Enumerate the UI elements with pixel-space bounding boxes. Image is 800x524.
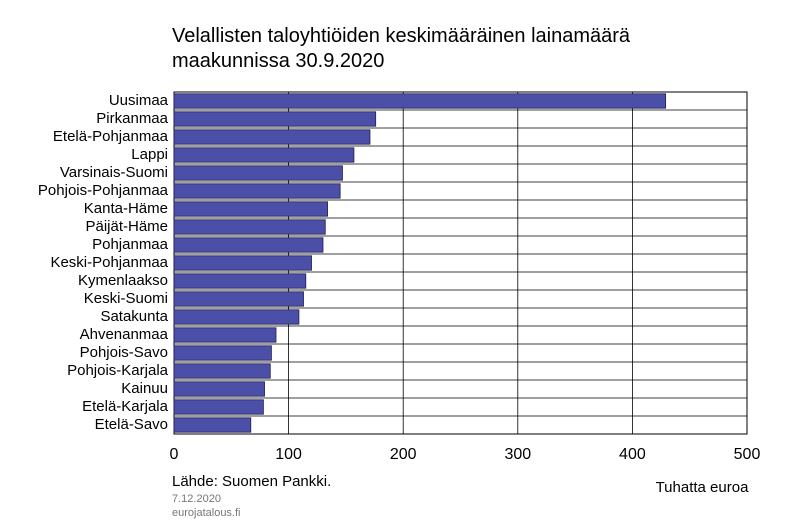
y-tick-label: Etelä-Savo bbox=[95, 416, 168, 433]
y-tick-label: Pohjois-Pohjanmaa bbox=[38, 182, 169, 199]
bar bbox=[173, 165, 343, 181]
site: eurojatalous.fi bbox=[172, 507, 241, 519]
bar bbox=[173, 399, 264, 415]
bar bbox=[173, 381, 265, 397]
bar bbox=[173, 111, 377, 127]
y-tick-label: Kanta-Häme bbox=[84, 200, 168, 217]
bar bbox=[173, 273, 307, 289]
y-tick-label: Pirkanmaa bbox=[96, 110, 168, 127]
y-tick-label: Ahvenanmaa bbox=[80, 326, 169, 343]
y-tick-label: Päijät-Häme bbox=[85, 218, 168, 235]
y-tick-label: Pohjois-Karjala bbox=[67, 362, 169, 379]
x-tick-label: 200 bbox=[390, 446, 417, 463]
bar bbox=[173, 129, 371, 145]
bar bbox=[173, 309, 300, 325]
x-tick-label: 100 bbox=[275, 446, 302, 463]
bar bbox=[173, 363, 271, 379]
date: 7.12.2020 bbox=[172, 493, 221, 505]
bar bbox=[173, 219, 326, 235]
bar bbox=[173, 255, 312, 271]
y-tick-label: Lappi bbox=[131, 146, 168, 163]
y-tick-label: Etelä-Karjala bbox=[82, 398, 169, 415]
y-tick-label: Satakunta bbox=[100, 308, 168, 325]
y-tick-label: Uusimaa bbox=[109, 92, 169, 109]
bar bbox=[173, 201, 328, 217]
bar bbox=[173, 183, 341, 199]
y-tick-label: Etelä-Pohjanmaa bbox=[53, 128, 169, 145]
bar bbox=[173, 237, 324, 253]
x-tick-label: 300 bbox=[504, 446, 531, 463]
x-tick-label: 500 bbox=[734, 446, 761, 463]
bar bbox=[173, 93, 667, 109]
y-tick-label: Keski-Suomi bbox=[84, 290, 168, 307]
y-tick-label: Kainuu bbox=[121, 380, 168, 397]
bar bbox=[173, 417, 252, 433]
x-axis-label: Tuhatta euroa bbox=[656, 479, 749, 496]
y-tick-label: Keski-Pohjanmaa bbox=[50, 254, 168, 271]
chart-title: Velallisten taloyhtiöiden keskimääräinen… bbox=[172, 25, 631, 72]
y-tick-label: Pohjanmaa bbox=[92, 236, 169, 253]
bar bbox=[173, 291, 304, 307]
y-tick-label: Kymenlaakso bbox=[78, 272, 168, 289]
bar bbox=[173, 327, 277, 343]
bar bbox=[173, 345, 272, 361]
source: Lähde: Suomen Pankki. bbox=[172, 473, 331, 490]
y-tick-label: Pohjois-Savo bbox=[80, 344, 168, 361]
x-tick-label: 0 bbox=[170, 446, 179, 463]
y-tick-label: Varsinais-Suomi bbox=[60, 164, 168, 181]
x-tick-label: 400 bbox=[619, 446, 646, 463]
bar bbox=[173, 147, 355, 163]
